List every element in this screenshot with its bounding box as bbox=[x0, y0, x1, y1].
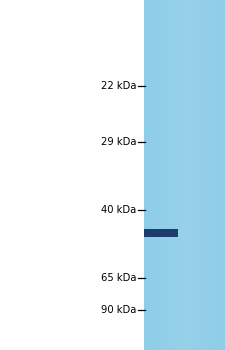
Text: 90 kDa: 90 kDa bbox=[101, 305, 136, 315]
Bar bbox=[180, 0, 182, 350]
Bar bbox=[205, 0, 207, 350]
Bar bbox=[191, 0, 193, 350]
Bar bbox=[193, 0, 195, 350]
Bar bbox=[187, 0, 189, 350]
Bar bbox=[215, 0, 217, 350]
Bar bbox=[221, 0, 223, 350]
Bar bbox=[144, 0, 146, 350]
Bar bbox=[184, 0, 187, 350]
Bar bbox=[201, 0, 203, 350]
Text: 65 kDa: 65 kDa bbox=[101, 273, 136, 283]
Bar bbox=[150, 0, 152, 350]
Bar bbox=[170, 0, 172, 350]
Bar bbox=[219, 0, 221, 350]
Bar bbox=[217, 0, 219, 350]
Bar bbox=[174, 0, 176, 350]
Bar bbox=[156, 0, 158, 350]
Bar bbox=[146, 0, 148, 350]
Bar bbox=[148, 0, 150, 350]
Bar bbox=[182, 0, 184, 350]
Bar bbox=[199, 0, 201, 350]
Bar bbox=[207, 0, 209, 350]
Text: 40 kDa: 40 kDa bbox=[101, 205, 136, 215]
Bar bbox=[168, 0, 170, 350]
Bar bbox=[203, 0, 205, 350]
Bar bbox=[213, 0, 215, 350]
Bar bbox=[209, 0, 211, 350]
Text: 22 kDa: 22 kDa bbox=[101, 81, 136, 91]
Bar bbox=[211, 0, 213, 350]
Bar bbox=[223, 0, 225, 350]
Bar bbox=[160, 0, 162, 350]
Bar bbox=[158, 0, 160, 350]
Bar bbox=[197, 0, 199, 350]
Bar bbox=[154, 0, 156, 350]
Bar bbox=[189, 0, 191, 350]
Bar bbox=[162, 0, 164, 350]
Text: 29 kDa: 29 kDa bbox=[101, 137, 136, 147]
Bar bbox=[176, 0, 178, 350]
Bar bbox=[144, 229, 178, 237]
Bar bbox=[164, 0, 166, 350]
Bar bbox=[195, 0, 197, 350]
Bar bbox=[172, 0, 174, 350]
Bar bbox=[178, 0, 180, 350]
Bar bbox=[152, 0, 154, 350]
Bar bbox=[144, 0, 225, 350]
Bar bbox=[166, 0, 168, 350]
